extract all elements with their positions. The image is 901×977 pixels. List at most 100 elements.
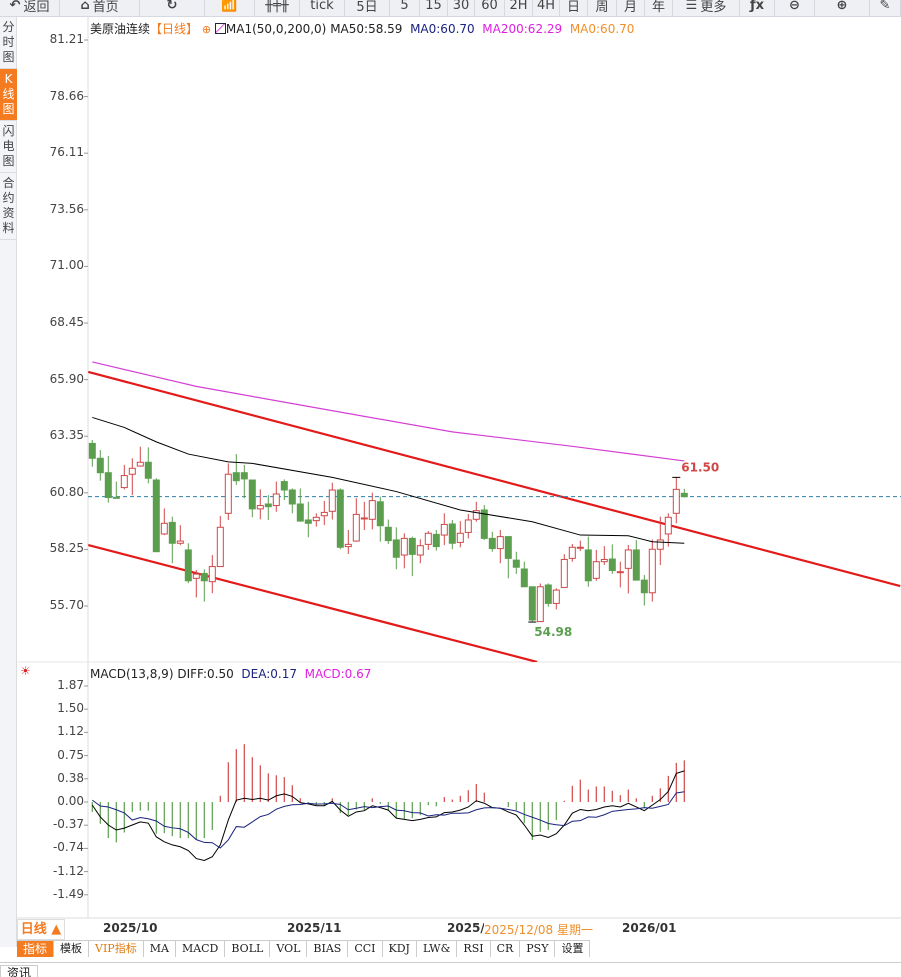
candle-down [144,461,152,479]
candle-down [280,481,288,491]
date-label: 2026/01 [622,921,677,935]
macd-value: MACD:0.67 [304,667,372,681]
indicator-tab-BOLL[interactable]: BOLL [225,941,271,957]
period-button[interactable]: 日线 ▲ [17,919,65,940]
toolbar-button-月[interactable]: 月 [617,0,645,17]
toolbar-button-更多[interactable]: ☰ 更多 [673,0,740,17]
indicator-icon[interactable] [214,23,226,34]
candle-down [264,503,272,508]
candle-up [552,589,560,604]
toolbar-button-5日[interactable]: 5日 [345,0,390,17]
macd-settings-icon[interactable]: ☀ [20,664,31,678]
toolbar-button-zoom-out[interactable]: ⊖ [775,0,815,17]
candle-down [480,509,488,539]
toolbar-button-2H[interactable]: 2H [505,0,533,17]
candle-up [400,537,408,556]
toolbar-button-4H[interactable]: 4H [533,0,560,17]
zoom-out-icon: ⊖ [789,0,800,13]
candle-down [584,549,592,582]
candle-down [304,519,312,524]
indicator-tab-指标[interactable]: 指标 [17,941,55,957]
toolbar-label: 5日 [356,0,378,15]
toolbar-label: 日 [566,0,580,15]
candle-up [320,511,328,517]
toolbar-button-15[interactable]: 15 [420,0,448,17]
indicator-tab-BIAS[interactable]: BIAS [307,941,349,957]
candle-up [208,566,216,583]
price-tick: 68.45 [49,315,84,329]
indicator-tab-MA[interactable]: MA [144,941,176,957]
indicator-tab-VIP指标[interactable]: VIP指标 [89,941,144,957]
toolbar-label: 60 [481,0,498,13]
candle-down [232,472,240,482]
candle-down [152,479,160,553]
toolbar-button-5[interactable]: 5 [390,0,420,17]
indicator-tab-CR[interactable]: CR [491,941,521,957]
price-tick: 63.35 [49,428,84,443]
indicator-tab-LW&[interactable]: LW& [417,941,458,957]
date-label: 2025/10 [103,921,158,935]
indicator-tab-模板[interactable]: 模板 [54,941,90,957]
candle-up [656,539,664,550]
toolbar-button-60[interactable]: 60 [475,0,505,17]
toolbar-label: 返回 [23,0,50,15]
toolbar-button-30[interactable]: 30 [448,0,475,17]
toolbar-button-zoom-in[interactable]: ⊕ [815,0,870,17]
toolbar-button-年[interactable]: 年 [645,0,673,17]
candle-up [272,493,280,507]
toolbar-button-fx[interactable]: ƒx [740,0,775,17]
indicator-tab-设置[interactable]: 设置 [555,941,591,957]
candle-down [448,523,456,544]
sidebar-tab-3[interactable]: 合约资料 [0,173,17,240]
candle-down [392,539,400,558]
candle-up [224,473,232,514]
sidebar-tab-1[interactable]: K线图 [0,69,17,121]
candle-down [376,501,384,527]
add-icon[interactable]: ⊕ [201,23,212,36]
toolbar-button-首页[interactable]: ⌂ 首页 [60,0,140,17]
candle-up [176,540,184,544]
macd-tick: 1.87 [57,678,84,692]
toolbar-button-周[interactable]: 周 [588,0,617,17]
toolbar-button-refresh[interactable]: ↻ [140,0,205,17]
macd-tick: -0.74 [52,840,84,855]
candle-down [336,489,344,548]
candle-down [632,549,640,581]
candlestick-icon: ╫╪╫ [265,0,289,13]
candle-up [352,513,360,542]
indicator-tab-CCI[interactable]: CCI [348,941,383,957]
candle-up [456,532,464,543]
toolbar-button-candlestick[interactable]: ╫╪╫ [255,0,300,17]
candle-up [648,548,656,594]
candle-up [496,536,504,550]
candle-up [256,505,264,510]
price-tick: 55.70 [49,598,84,612]
ma-name: MA1(50,0,200,0) [225,22,327,36]
period-label: 【日线】 [150,22,199,36]
indicator-tab-VOL[interactable]: VOL [270,941,308,957]
candle-up [328,489,336,512]
candle-down [680,492,688,498]
toolbar-button-tick[interactable]: tick [300,0,345,17]
indicator-tab-RSI[interactable]: RSI [457,941,491,957]
indicator-tabs: 指标 模板 VIP指标 MA MACD BOLL VOL BIAS CCI KDJ LW& RSI CR… [17,940,591,957]
indicator-tab-PSY[interactable]: PSY [520,941,556,957]
indicator-tab-MACD[interactable]: MACD [176,941,226,957]
sidebar-tab-0[interactable]: 分时图 [0,17,17,69]
high-price-label: 61.50 [681,460,719,474]
tab-news[interactable]: 资讯 [0,965,39,977]
toolbar-label: tick [310,0,334,13]
toolbar-button-日[interactable]: 日 [560,0,588,17]
macd-legend: MACD(13,8,9) DIFF:0.50 DEA:0.17 MACD:0.6… [90,667,371,681]
indicator-tab-KDJ[interactable]: KDJ [383,941,417,957]
macd-tick: 0.75 [57,747,84,762]
candle-up [120,475,128,489]
candle-up [216,526,224,568]
toolbar-button-返回[interactable]: ↶ 返回 [0,0,60,17]
candle-up [416,545,424,556]
sidebar-tab-2[interactable]: 闪电图 [0,121,17,173]
toolbar-button-line-chart[interactable]: 📶 [205,0,255,17]
candle-down [520,568,528,588]
candle-up [576,546,584,549]
